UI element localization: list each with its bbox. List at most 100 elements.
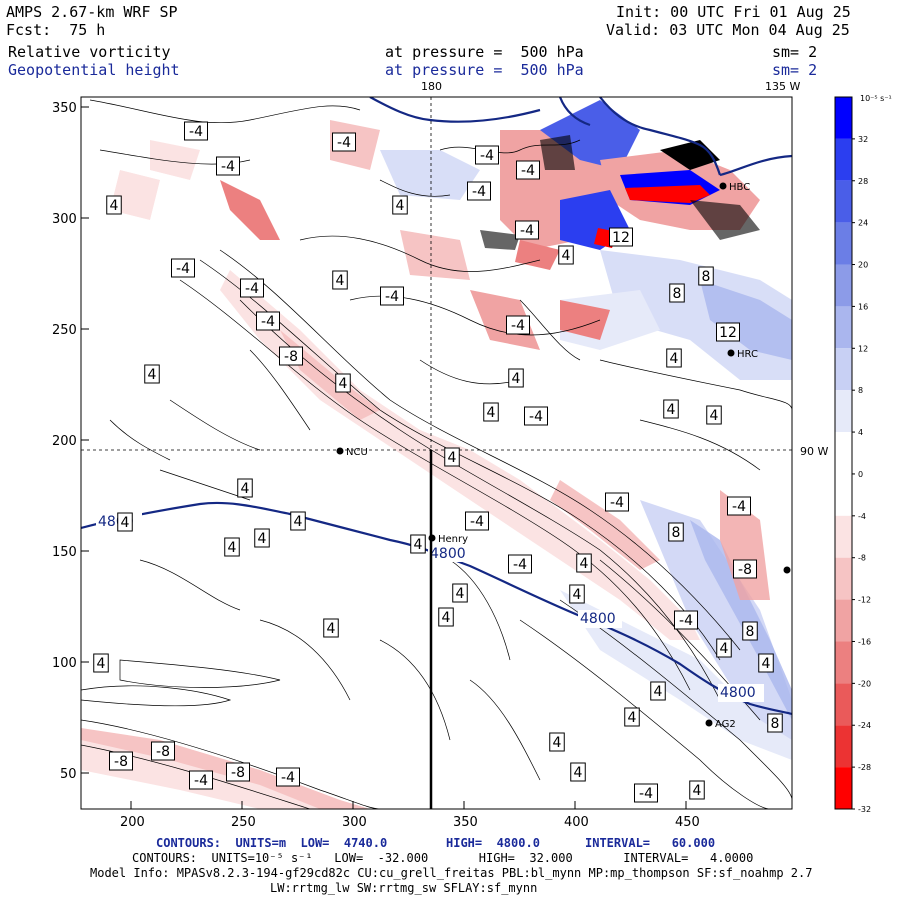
vorticity-label-text: 12 [612,230,630,246]
vorticity-label: 8 [668,522,684,542]
vorticity-label-text: 4 [628,710,637,726]
y-tick-label: 100 [52,656,77,671]
station-marker-icon [705,719,713,727]
colorbar-label: -28 [858,763,871,772]
vorticity-label: -4 [171,258,195,278]
vorticity-label-text: 4 [448,450,457,466]
vorticity-label-text: 8 [771,716,780,732]
vorticity-label: 4 [569,584,585,604]
vorticity-label-text: 8 [673,286,682,302]
field2-name: Geopotential height [8,61,180,79]
vorticity-label-text: 4 [228,540,237,556]
vorticity-label: -4 [515,220,539,240]
vorticity-label-text: 4 [294,514,303,530]
colorbar-label: 16 [858,302,868,311]
station-label: AG2 [715,719,736,730]
colorbar-label: -12 [858,596,871,605]
vorticity-label: -4 [256,311,280,331]
colorbar-label: 28 [858,177,868,186]
vorticity-label-text: -4 [261,314,275,330]
vorticity-label: 4 [438,607,454,627]
vorticity-label-text: 8 [702,269,711,285]
vorticity-label: -4 [674,610,698,630]
vorticity-label-text: 4 [487,405,496,421]
height-contours [81,97,792,716]
vorticity-label-text: 4 [336,273,345,289]
colorbar-segment [835,348,852,391]
colorbar-label: 24 [858,219,868,228]
vorticity-label-text: 4 [762,656,771,672]
vorticity-label: 4 [290,511,306,531]
vorticity-label-text: 4 [148,367,157,383]
vorticity-label-text: 4 [396,198,405,214]
vorticity-label-text: -4 [679,613,693,629]
vorticity-label-text: 4 [121,515,130,531]
height-label: 4800 [430,546,466,562]
vorticity-label: 4 [483,402,499,422]
vorticity-label: -4 [634,783,658,803]
colorbar-segment [835,306,852,349]
axis-ticks [81,106,687,809]
vorticity-label-text: -4 [520,223,534,239]
vorticity-label: 4 [452,583,468,603]
colorbar-unit: 10⁻⁵ s⁻¹ [860,94,892,103]
colorbar-segment [835,138,852,181]
colorbar-label: 20 [858,261,868,270]
init-time: Init: 00 UTC Fri 01 Aug 25 [616,3,851,21]
vorticity-label-text: 4 [258,531,267,547]
x-tick-label: 300 [342,815,367,830]
vorticity-label: -4 [506,315,530,335]
station-hbc: HBC [719,182,750,193]
vorticity-label-text: 4 [512,371,521,387]
field2-smoothing: sm= 2 [772,61,818,79]
vorticity-label: 4 [392,195,408,215]
valid-time: Valid: 03 UTC Mon 04 Aug 25 [606,21,850,39]
vorticity-label-text: -4 [732,499,746,515]
vorticity-label-text: -4 [176,261,190,277]
colorbar-segment [835,683,852,726]
vorticity-label: 4 [650,681,666,701]
vorticity-label-text: 4 [97,656,106,672]
colorbar: 32 28 24 20 16 12 8 4 0 -4 -8 -12 -16 -20 -24 -28 -32 [834,96,871,814]
vorticity-label: 12 [716,322,740,342]
vorticity-label: 4 [237,478,253,498]
vorticity-label: 4 [444,447,460,467]
vorticity-label-text: 4 [580,556,589,572]
y-tick-label: 300 [52,212,77,227]
vorticity-label: 4 [558,245,574,265]
vorticity-label-text: -4 [472,184,486,200]
colorbar-segment [835,599,852,642]
vorticity-label-text: -4 [639,786,653,802]
vorticity-label-text: -4 [470,514,484,530]
lon-label-180: 180 [421,80,442,93]
colorbar-segment [835,390,852,433]
vorticity-label: 4 [716,638,732,658]
y-tick-label: 50 [60,767,77,782]
vorticity-label-text: 4 [710,408,719,424]
colorbar-segment [835,264,852,307]
vorticity-label: -8 [226,762,250,782]
x-tick-label: 450 [675,815,700,830]
colorbar-segment [835,725,852,768]
colorbar-label: 8 [858,386,863,395]
vorticity-label-text: -4 [521,163,535,179]
vorticity-label: 4 [570,762,586,782]
colorbar-segment [835,180,852,223]
vorticity-label-text: -4 [529,409,543,425]
x-tick-label: 200 [120,815,145,830]
vorticity-label-text: 4 [562,248,571,264]
vorticity-label-text: -4 [189,124,203,140]
forecast-hour: Fcst: 75 h [6,21,106,39]
station-hrc: HRC [727,349,758,360]
x-tick-label: 400 [564,815,589,830]
station-marker-icon [727,349,735,357]
vorticity-label: -4 [240,278,264,298]
vorticity-label-text: 4 [241,481,250,497]
vorticity-label-text: 4 [442,610,451,626]
vorticity-label: 4 [666,348,682,368]
height-label: 4800 [720,685,756,701]
colorbar-segment [835,97,852,139]
vorticity-label-text: -4 [480,148,494,164]
vorticity-label-text: 8 [672,525,681,541]
vorticity-label-text: 8 [746,624,755,640]
